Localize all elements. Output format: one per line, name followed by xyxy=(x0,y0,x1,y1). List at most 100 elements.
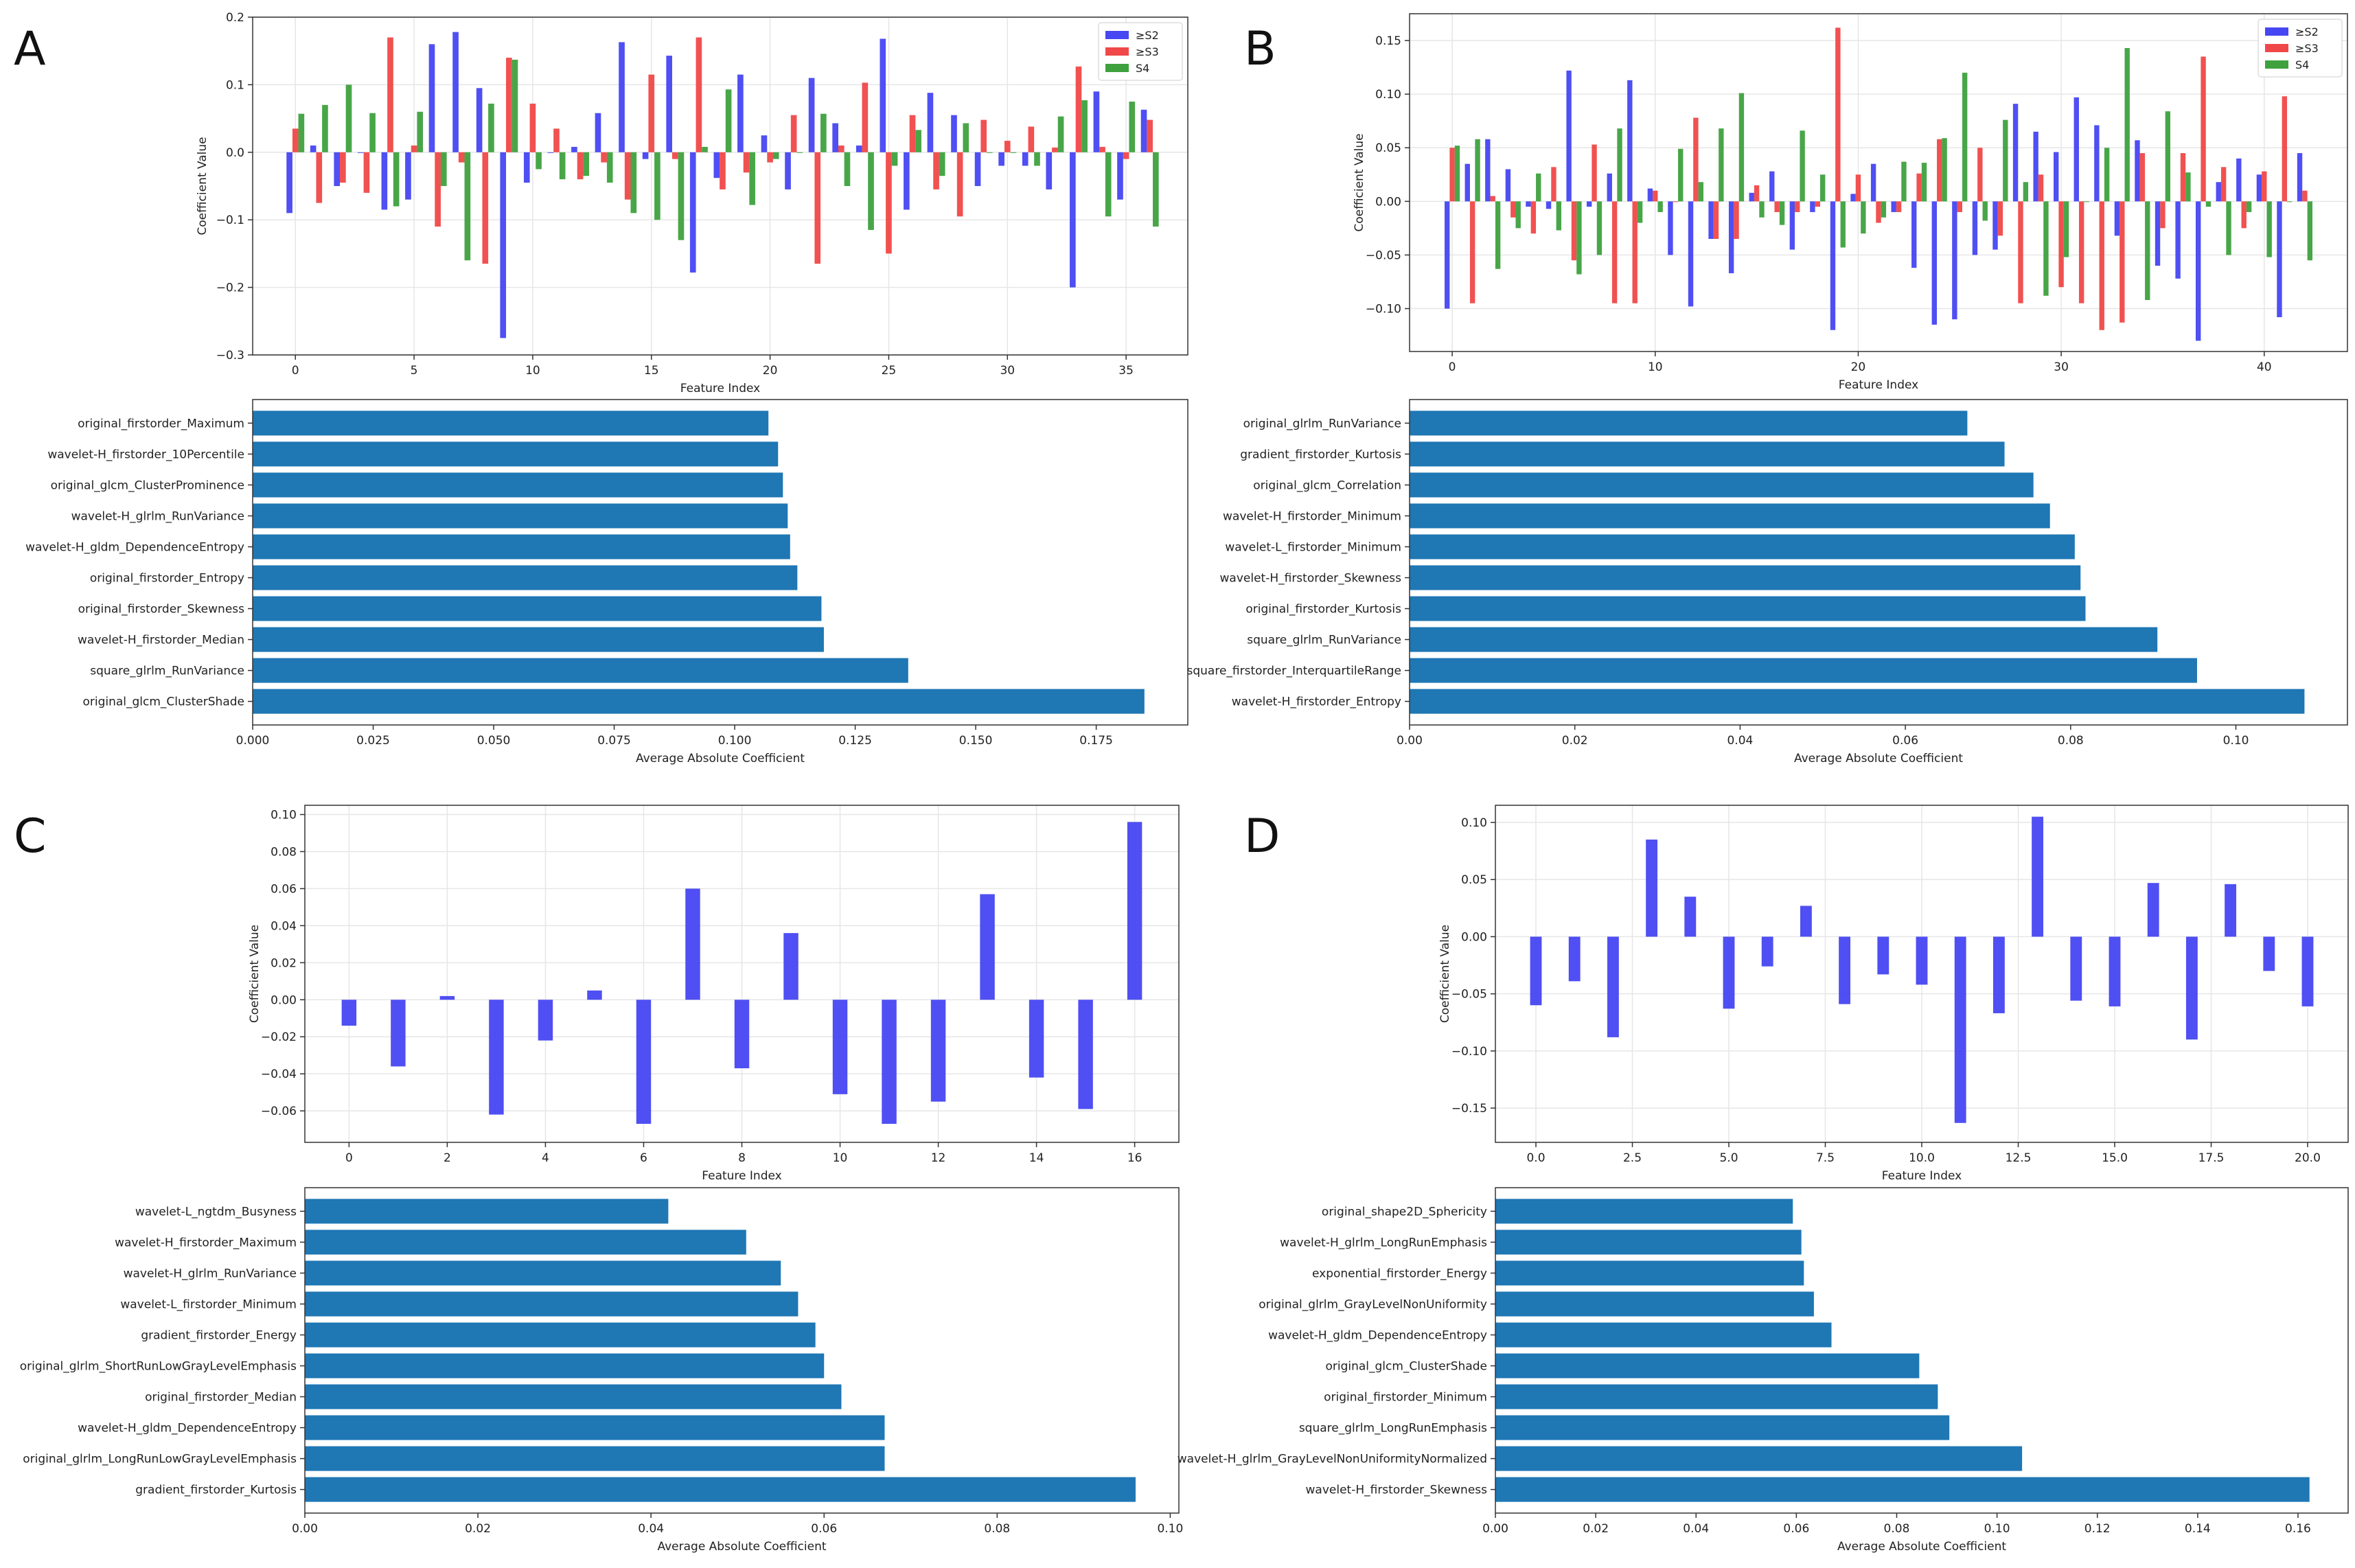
bar-series2-feature-34 xyxy=(2145,201,2150,301)
bar-series1-feature-11 xyxy=(1673,201,1679,203)
x-tick-label: 0.175 xyxy=(1079,734,1113,748)
bar-feature-14 xyxy=(1029,1000,1044,1078)
bar-series0-feature-0 xyxy=(286,152,292,214)
bar-series0-feature-12 xyxy=(1688,201,1694,307)
x-tick-label: 0.125 xyxy=(838,734,872,748)
bar-series0-feature-28 xyxy=(951,115,957,152)
bar-series2-feature-15 xyxy=(654,152,660,220)
bar-series0-feature-37 xyxy=(2195,201,2201,341)
x-tick-label: 10 xyxy=(833,1151,848,1165)
bar-series0-feature-6 xyxy=(428,44,435,152)
category-label: original_firstorder_Maximum xyxy=(78,417,244,430)
chart-a-top: 0 5 10 15 20 25 30 35 −0.3 −0.2 −0.1 0.0 0.1 0.2 Featu… xyxy=(196,11,1188,395)
bar-series2-feature-26 xyxy=(915,130,921,152)
category-label: wavelet-H_firstorder_Median xyxy=(78,634,244,647)
bar-series0-feature-42 xyxy=(2297,153,2303,202)
hbar-7 xyxy=(305,1384,842,1409)
bar-series2-feature-20 xyxy=(1861,201,1866,234)
x-tick-label: 0.04 xyxy=(1727,734,1753,748)
hbar-8 xyxy=(1495,1415,1950,1440)
bar-series1-feature-1 xyxy=(1469,201,1475,303)
bar-series2-feature-32 xyxy=(1057,116,1064,152)
legend: ≥S2 ≥S3 S4 xyxy=(1098,22,1183,81)
hbar-9 xyxy=(305,1446,885,1471)
bar-feature-12 xyxy=(1992,936,2005,1013)
bar-series1-feature-8 xyxy=(482,152,489,264)
x-tick-label: 0.02 xyxy=(1562,734,1588,748)
category-label: gradient_firstorder_Kurtosis xyxy=(135,1484,297,1497)
bar-series1-feature-19 xyxy=(1835,27,1841,202)
bar-feature-9 xyxy=(1877,936,1889,975)
y-tick-label: 0.04 xyxy=(271,919,297,933)
bar-series1-feature-14 xyxy=(624,152,631,200)
bar-series0-feature-22 xyxy=(1891,201,1896,212)
bar-series1-feature-14 xyxy=(1734,201,1739,239)
bar-series0-feature-4 xyxy=(1526,201,1531,207)
bar-series1-feature-3 xyxy=(1510,201,1516,218)
plot-frame xyxy=(252,399,1188,726)
bar-series1-feature-25 xyxy=(886,152,892,254)
bar-series2-feature-30 xyxy=(2063,201,2069,257)
x-tick-label: 40 xyxy=(2257,360,2272,374)
bar-series1-feature-32 xyxy=(1052,147,1058,152)
x-tick-label: 2.5 xyxy=(1623,1151,1642,1165)
y-tick-label: −0.05 xyxy=(1451,988,1487,1002)
y-tick-label: −0.2 xyxy=(216,281,244,295)
bar-series2-feature-30 xyxy=(1010,152,1017,153)
category-label: wavelet-H_gldm_DependenceEntropy xyxy=(25,540,244,554)
bar-series0-feature-9 xyxy=(1627,80,1633,202)
category-label: wavelet-L_firstorder_Minimum xyxy=(1225,540,1401,554)
legend-label: ≥S3 xyxy=(1136,45,1159,58)
bar-series2-feature-25 xyxy=(1962,72,1968,202)
bar-series0-feature-19 xyxy=(737,74,744,152)
bar-series2-feature-24 xyxy=(868,152,874,230)
bar-series0-feature-13 xyxy=(1708,201,1714,239)
x-tick-label: 0.00 xyxy=(1397,734,1423,748)
chart-b-bottom: original_glrlm_RunVariance gradient_first… xyxy=(1187,399,2348,765)
bar-series2-feature-39 xyxy=(2246,201,2252,212)
legend-label: S4 xyxy=(2295,58,2309,71)
bar-series0-feature-22 xyxy=(808,78,815,152)
y-tick-label: −0.04 xyxy=(261,1068,297,1081)
category-label: wavelet-L_ngtdm_Busyness xyxy=(135,1205,297,1219)
bar-feature-5 xyxy=(587,990,602,1000)
hbar-10 xyxy=(253,689,1145,714)
bar-series0-feature-18 xyxy=(713,152,720,178)
bar-feature-10 xyxy=(1916,936,1928,985)
bar-series1-feature-20 xyxy=(767,152,773,163)
bar-feature-16 xyxy=(1127,822,1142,1000)
bar-feature-7 xyxy=(1800,906,1812,937)
bar-series1-feature-31 xyxy=(1028,126,1035,152)
hbar-3 xyxy=(1410,472,2034,498)
bar-series0-feature-3 xyxy=(357,152,364,153)
bar-feature-0 xyxy=(1530,936,1542,1006)
bar-feature-5 xyxy=(1723,936,1735,1009)
x-tick-label: 0.02 xyxy=(1583,1522,1609,1536)
bar-series0-feature-31 xyxy=(2073,97,2079,202)
bar-series0-feature-23 xyxy=(1911,201,1917,268)
x-tick-label: 0.14 xyxy=(2185,1522,2211,1536)
x-tick-label: 0.150 xyxy=(959,734,993,748)
bar-series1-feature-34 xyxy=(1099,146,1105,152)
y-axis-label: Coefficient Value xyxy=(196,137,209,235)
hbar-5 xyxy=(253,534,790,560)
bar-series0-feature-3 xyxy=(1505,169,1511,202)
bar-series2-feature-10 xyxy=(536,152,542,170)
bar-series1-feature-33 xyxy=(2120,201,2125,323)
bar-series2-feature-17 xyxy=(702,146,708,152)
y-tick-label: −0.15 xyxy=(1451,1102,1487,1116)
hbar-1 xyxy=(1495,1199,1793,1224)
x-tick-label: 0.08 xyxy=(1884,1522,1910,1536)
bar-series0-feature-20 xyxy=(1850,194,1856,202)
y-tick-label: −0.02 xyxy=(261,1030,297,1044)
bar-series0-feature-34 xyxy=(1093,91,1100,152)
bar-series1-feature-30 xyxy=(1004,141,1011,152)
bar-feature-17 xyxy=(2185,936,2198,1040)
x-tick-label: 7.5 xyxy=(1816,1151,1835,1165)
bar-series1-feature-41 xyxy=(2282,96,2288,202)
category-label: original_glrlm_GrayLevelNonUniformity xyxy=(1259,1298,1487,1311)
bar-series1-feature-15 xyxy=(1754,185,1760,202)
legend-swatch xyxy=(1105,64,1129,72)
bar-series0-feature-6 xyxy=(1566,70,1572,202)
y-tick-label: 0.08 xyxy=(271,845,297,859)
